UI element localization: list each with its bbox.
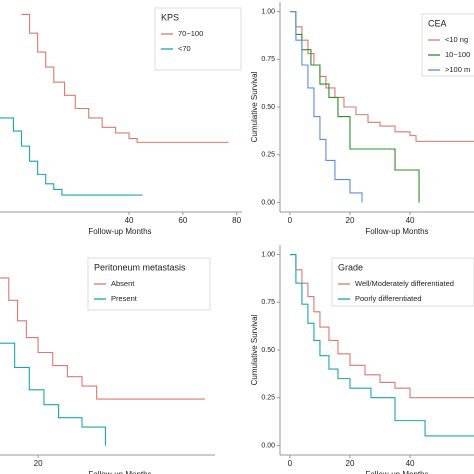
legend-label: Well/Moderately differentiated xyxy=(355,279,454,288)
x-tick-label: 80 xyxy=(232,216,241,225)
y-tick-label: 0.75 xyxy=(261,56,275,63)
legend: KPS 70~100 <70 xyxy=(154,7,242,71)
y-tick-label: 0.75 xyxy=(261,299,275,306)
survival-curve xyxy=(289,253,474,437)
plot-area xyxy=(289,10,474,203)
plot-area xyxy=(0,13,229,196)
y-tick-label: 0.00 xyxy=(261,442,275,449)
panel: 0 20 40 0.00 0.25 0.50 0.75 1.00 Follow-up Month… xyxy=(250,245,474,474)
survival-curve xyxy=(0,277,206,400)
legend-label: >100 m xyxy=(445,65,470,74)
panel: 40 60 80 Follow-up Months KPS 70~100 <70 xyxy=(0,7,242,236)
x-tick-label: 0 xyxy=(288,216,293,225)
plot-area xyxy=(0,277,206,446)
legend-title: KPS xyxy=(161,12,179,22)
survival-curve xyxy=(21,13,229,143)
y-tick-label: 0.50 xyxy=(261,347,275,354)
legend-box xyxy=(331,257,474,307)
legend-title: CEA xyxy=(428,18,447,28)
survival-curve xyxy=(289,10,420,203)
x-tick-label: 40 xyxy=(406,216,415,225)
y-tick-label: 0.00 xyxy=(261,199,275,206)
x-axis-label: Follow-up Months xyxy=(365,227,428,236)
x-tick-label: 40 xyxy=(406,459,415,468)
survival-curve xyxy=(289,253,474,399)
y-tick-label: 1.00 xyxy=(261,251,275,258)
legend-box xyxy=(87,257,211,311)
x-axis-label: Follow-up Months xyxy=(88,470,151,474)
y-axis-label: Cumulative Survival xyxy=(250,71,259,142)
legend-title: Grade xyxy=(338,262,363,272)
legend-title: Peritoneum metastasis xyxy=(94,262,186,272)
legend-box xyxy=(421,13,474,77)
y-axis-label: Cumulative Survival xyxy=(250,314,259,385)
legend-label: Absent xyxy=(111,279,135,288)
legend-label: 70~100 xyxy=(178,29,203,38)
y-tick-label: 1.00 xyxy=(261,8,275,15)
legend: Peritoneum metastasis Absent Present xyxy=(87,257,211,311)
survival-curve xyxy=(289,10,474,142)
y-tick-label: 0.50 xyxy=(261,104,275,111)
x-tick-label: 40 xyxy=(125,216,134,225)
y-tick-label: 0.25 xyxy=(261,395,275,402)
legend: Grade Well/Moderately differentiated Poorl… xyxy=(331,257,474,307)
legend-label: 10~100 xyxy=(445,50,470,59)
x-axis-label: Follow-up Months xyxy=(88,227,151,236)
y-tick-label: 0.25 xyxy=(261,152,275,159)
panel: 20 Follow-up Months Peritoneum metastasis A… xyxy=(0,257,215,474)
survival-curve xyxy=(0,117,143,196)
legend-label: <10 ng xyxy=(445,35,468,44)
x-tick-label: 20 xyxy=(346,216,355,225)
x-tick-label: 60 xyxy=(178,216,187,225)
legend-label: <70 xyxy=(178,44,191,53)
plot-area xyxy=(289,253,474,437)
x-tick-label: 20 xyxy=(34,459,43,468)
legend-box xyxy=(154,7,242,71)
panel: 0 20 40 0.00 0.25 0.50 0.75 1.00 Follow-up Month… xyxy=(250,2,474,236)
legend: CEA <10 ng 10~100 >100 m xyxy=(421,13,474,77)
x-axis-label: Follow-up Months xyxy=(365,470,428,474)
survival-curve xyxy=(0,342,106,446)
survival-curve xyxy=(289,10,363,203)
legend-label: Present xyxy=(111,294,138,303)
x-tick-label: 0 xyxy=(288,459,293,468)
legend-label: Poorly differentiated xyxy=(355,294,422,303)
x-tick-label: 20 xyxy=(346,459,355,468)
